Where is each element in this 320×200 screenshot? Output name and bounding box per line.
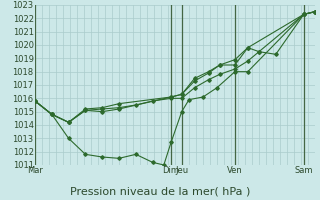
Text: Pression niveau de la mer( hPa ): Pression niveau de la mer( hPa ) xyxy=(70,186,250,196)
